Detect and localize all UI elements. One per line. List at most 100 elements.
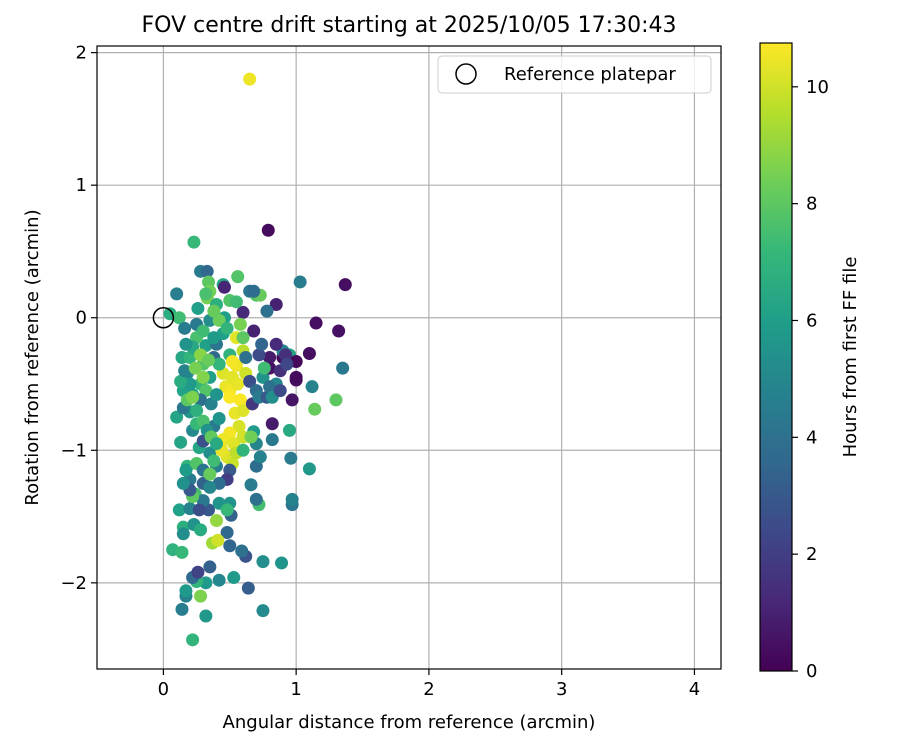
data-point: [223, 539, 237, 553]
data-point: [212, 573, 226, 587]
data-point: [244, 478, 258, 492]
data-point: [236, 331, 250, 345]
data-point: [212, 411, 226, 425]
data-point: [236, 305, 250, 319]
data-point: [207, 304, 221, 318]
data-point: [235, 544, 249, 558]
data-point: [243, 72, 257, 86]
data-point: [255, 337, 269, 351]
data-point: [178, 321, 192, 335]
data-point: [217, 280, 231, 294]
data-point: [203, 467, 217, 481]
y-tick-label: 2: [76, 43, 87, 64]
data-point: [170, 410, 184, 424]
data-point: [176, 476, 190, 490]
data-point: [269, 297, 283, 311]
colorbar-tick-label: 2: [806, 544, 817, 565]
colorbar-tick-label: 10: [806, 77, 829, 98]
y-tick-label: −2: [60, 573, 87, 594]
data-point: [179, 584, 193, 598]
axis-ticks: 0 1 2 3 4 −2 −1 0 1 2: [60, 43, 700, 700]
data-point: [232, 419, 246, 433]
data-point: [174, 374, 188, 388]
data-point: [220, 503, 234, 517]
data-point: [336, 361, 350, 375]
data-point: [231, 377, 245, 391]
x-tick-label: 1: [290, 679, 301, 700]
data-point: [256, 555, 270, 569]
legend-box: [437, 55, 712, 94]
data-point: [273, 384, 287, 398]
x-tick-label: 4: [689, 679, 700, 700]
data-point: [227, 571, 241, 585]
data-point: [338, 278, 352, 292]
data-point: [289, 370, 303, 384]
data-point: [236, 443, 250, 457]
data-point: [239, 351, 253, 364]
data-point: [265, 433, 279, 447]
data-point: [285, 492, 299, 506]
chart-title: FOV centre drift starting at 2025/10/05 …: [142, 13, 677, 38]
data-point: [175, 602, 189, 616]
data-point: [207, 331, 221, 345]
data-point: [211, 533, 225, 547]
data-point: [176, 527, 190, 541]
data-point: [179, 463, 193, 477]
data-point: [249, 492, 263, 506]
data-point: [203, 560, 217, 574]
data-point: [253, 450, 267, 464]
data-point: [191, 565, 205, 579]
data-point: [209, 514, 223, 528]
legend-marker-open-circle: [455, 63, 477, 85]
data-point: [265, 417, 279, 431]
data-point: [203, 480, 217, 494]
data-point: [244, 430, 258, 444]
data-point: [199, 609, 213, 623]
y-tick-label: −1: [60, 440, 87, 461]
data-point: [192, 503, 206, 517]
data-point: [188, 361, 202, 375]
data-point: [179, 337, 193, 351]
data-point: [332, 324, 346, 338]
y-tick-label: 1: [76, 175, 87, 196]
colorbar-gradient: [759, 42, 793, 672]
data-point: [229, 295, 243, 309]
data-point: [220, 321, 234, 335]
data-point: [175, 545, 189, 559]
x-tick-label: 3: [556, 679, 567, 700]
data-point: [247, 324, 261, 338]
data-point: [207, 454, 221, 468]
data-point: [212, 357, 226, 371]
data-point: [305, 380, 319, 394]
colorbar: 0 2 4 6 8 10 Hours from first FF file: [759, 42, 861, 682]
data-point: [257, 361, 271, 375]
data-point: [202, 353, 216, 367]
legend-entry-label: Reference platepar: [504, 64, 676, 85]
data-point: [194, 589, 208, 603]
data-point: [302, 462, 316, 476]
data-point: [186, 633, 200, 647]
data-points: [152, 72, 352, 647]
x-tick-label: 2: [423, 679, 434, 700]
data-point: [260, 304, 274, 318]
data-point: [172, 503, 186, 517]
data-point: [263, 380, 277, 394]
data-point: [283, 423, 297, 437]
data-point: [329, 393, 343, 407]
data-point: [231, 270, 245, 284]
colorbar-tick-label: 8: [806, 194, 817, 215]
data-point: [256, 604, 270, 618]
data-point: [261, 223, 275, 237]
data-point: [284, 451, 298, 465]
data-point: [170, 287, 184, 301]
x-tick-label: 0: [158, 679, 169, 700]
data-point: [285, 393, 299, 407]
data-point: [308, 402, 322, 416]
data-point: [233, 393, 247, 407]
y-tick-label: 0: [76, 308, 87, 329]
data-point: [225, 354, 239, 368]
data-point: [275, 556, 289, 570]
data-point: [194, 523, 208, 537]
data-point: [223, 390, 237, 404]
colorbar-tick-label: 0: [806, 661, 817, 682]
